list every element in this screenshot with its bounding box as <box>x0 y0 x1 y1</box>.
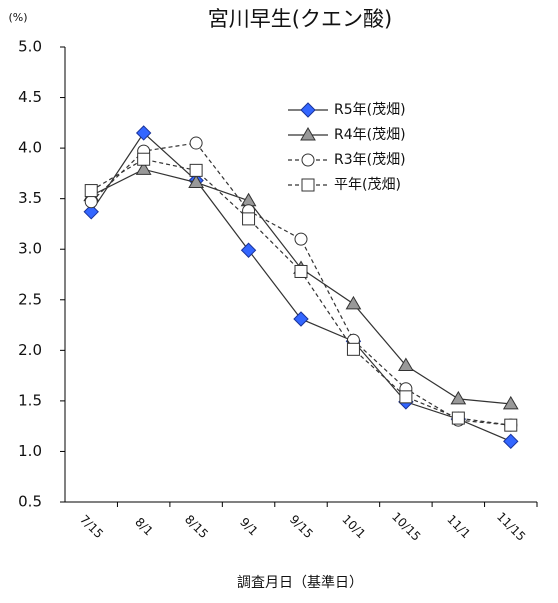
series-line <box>90 142 511 426</box>
data-point <box>345 295 362 310</box>
y-tick-label: 5.0 <box>18 38 42 56</box>
chart-title: 宮川早生(クエン酸) <box>208 7 392 31</box>
data-point <box>242 212 256 226</box>
y-tick-label: 1.5 <box>18 391 42 409</box>
y-tick-label: 3.5 <box>18 189 42 207</box>
legend-marker <box>300 102 316 118</box>
legend-marker <box>301 178 315 192</box>
data-point <box>450 390 467 405</box>
x-tick-label: 8/1 <box>132 515 156 539</box>
data-point <box>399 390 413 404</box>
legend-label: R3年(茂畑) <box>334 151 406 168</box>
x-tick-label: 11/15 <box>494 509 528 543</box>
data-point <box>189 163 203 177</box>
legend-label: R5年(茂畑) <box>334 101 406 118</box>
data-point <box>398 357 414 371</box>
data-point <box>135 161 152 175</box>
series-line <box>90 158 511 426</box>
y-tick-label: 3.0 <box>18 240 42 258</box>
legend-label: 平年(茂畑) <box>334 176 401 193</box>
legend-label: R4年(茂畑) <box>334 126 406 143</box>
series-line <box>90 132 512 442</box>
series-line <box>90 168 511 405</box>
legend-marker <box>300 127 316 141</box>
y-tick-label: 1.0 <box>18 442 42 460</box>
data-point <box>189 136 203 150</box>
y-tick-label: 4.5 <box>18 88 42 106</box>
data-point <box>137 152 151 166</box>
x-tick-label: 9/1 <box>237 515 261 539</box>
data-point <box>84 184 98 198</box>
data-point <box>294 264 308 278</box>
data-point <box>503 433 519 450</box>
y-tick-label: 4.0 <box>18 139 42 157</box>
data-point <box>240 242 257 258</box>
y-tick-label: 0.5 <box>18 493 42 511</box>
x-tick-label: 10/15 <box>389 509 423 543</box>
data-point <box>502 395 519 410</box>
data-point <box>83 204 99 220</box>
data-point <box>504 418 518 432</box>
data-point <box>84 195 98 209</box>
x-tick-label: 11/1 <box>444 512 473 541</box>
data-point <box>135 125 152 141</box>
y-tick-label: 2.5 <box>18 290 42 308</box>
x-tick-label: 7/15 <box>77 512 106 541</box>
x-tick-label: 9/15 <box>287 512 316 541</box>
data-point <box>451 411 465 425</box>
data-point <box>294 232 308 246</box>
data-point <box>293 311 309 327</box>
data-point <box>346 342 360 356</box>
legend-marker <box>301 153 315 167</box>
x-tick-label: 8/15 <box>182 512 211 541</box>
y-unit: (%) <box>8 11 27 24</box>
y-tick-label: 2.0 <box>18 341 42 359</box>
data-point <box>188 174 204 188</box>
x-axis-label: 調査月日（基準日） <box>237 574 363 591</box>
x-tick-label: 10/1 <box>339 512 368 541</box>
